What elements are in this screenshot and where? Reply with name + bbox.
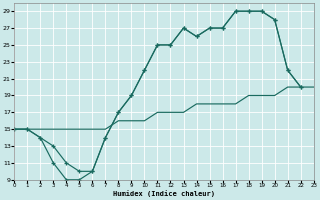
X-axis label: Humidex (Indice chaleur): Humidex (Indice chaleur) — [113, 190, 215, 197]
